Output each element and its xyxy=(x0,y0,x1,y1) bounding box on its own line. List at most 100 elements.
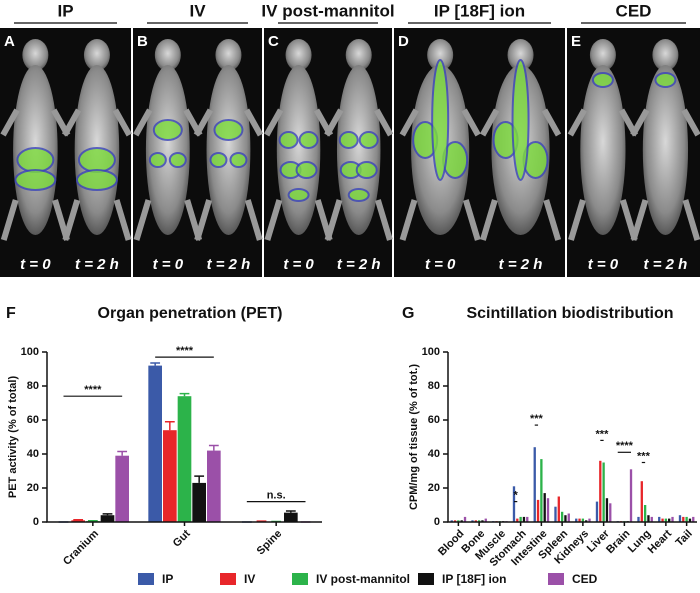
bar xyxy=(536,499,540,522)
panel-letter: E xyxy=(571,33,581,50)
error-bar xyxy=(164,420,175,431)
mouse-legs xyxy=(399,108,481,241)
y-tick-label: 20 xyxy=(27,482,39,494)
tracer-signal xyxy=(298,131,319,149)
significance-label: **** xyxy=(616,440,634,452)
bar xyxy=(682,516,685,522)
x-tick-label: Blood xyxy=(436,528,467,559)
bar xyxy=(605,498,609,522)
bar xyxy=(564,515,567,522)
bar xyxy=(609,503,612,522)
panel-header: CED xyxy=(616,1,652,20)
tracer-signal xyxy=(152,119,183,141)
bar xyxy=(546,498,550,522)
bar xyxy=(602,462,605,522)
time-label: t = 2 h xyxy=(644,256,688,273)
bar xyxy=(664,518,668,522)
y-tick-label: 60 xyxy=(27,414,39,426)
bar xyxy=(163,430,177,522)
tracer-signal xyxy=(591,72,614,88)
mouse-head xyxy=(652,39,679,71)
legend-label: IP [18F] ion xyxy=(442,572,506,586)
bar xyxy=(578,518,581,522)
panel-letter: C xyxy=(268,33,279,50)
significance-label: * xyxy=(514,490,519,502)
bar xyxy=(688,518,692,522)
bar xyxy=(661,518,664,522)
tracer-signal xyxy=(16,147,55,173)
bar xyxy=(463,516,467,522)
tracer-signal xyxy=(14,169,57,191)
error-bar xyxy=(150,362,161,366)
mouse-head xyxy=(285,39,312,71)
bar xyxy=(207,450,221,522)
mouse-head xyxy=(507,39,534,71)
significance-label: **** xyxy=(176,345,194,357)
chart-title: Organ penetration (PET) xyxy=(98,305,283,322)
significance-label: n.s. xyxy=(267,490,286,502)
tracer-signal xyxy=(511,59,530,181)
tracer-signal xyxy=(287,188,310,202)
bar xyxy=(526,516,529,522)
bar xyxy=(115,455,129,522)
panel-header: IV post-mannitol xyxy=(261,1,394,20)
tracer-signal xyxy=(358,131,379,149)
bar xyxy=(658,516,661,522)
tracer-signal xyxy=(168,152,187,168)
bar xyxy=(581,518,585,522)
bar xyxy=(471,520,474,522)
bar xyxy=(177,396,192,522)
bar xyxy=(671,516,674,522)
mouse-legs xyxy=(61,108,132,241)
bar xyxy=(588,518,591,522)
y-tick-label: 0 xyxy=(434,516,440,528)
error-bar xyxy=(208,444,219,451)
tracer-signal xyxy=(209,152,228,168)
bar xyxy=(100,515,115,522)
tracer-signal xyxy=(229,152,248,168)
bar xyxy=(599,460,602,522)
bar xyxy=(519,516,522,522)
y-axis-label: CPM/mg of tissue (% of tot.) xyxy=(408,364,420,510)
mouse-head xyxy=(427,39,454,71)
time-label: t = 0 xyxy=(153,256,184,273)
tracer-signal xyxy=(431,59,450,181)
x-tick-label: Brain xyxy=(604,527,633,556)
legend-swatch xyxy=(292,573,308,585)
bar xyxy=(647,515,650,522)
bar xyxy=(692,516,695,522)
bar xyxy=(595,501,599,522)
time-label: t = 2 h xyxy=(207,256,251,273)
bar xyxy=(685,516,688,522)
mouse-body xyxy=(580,65,626,235)
bar xyxy=(516,518,519,522)
bar xyxy=(554,506,557,522)
panel-header: IP xyxy=(57,1,73,20)
y-tick-label: 0 xyxy=(33,516,39,528)
mouse-head xyxy=(83,39,110,71)
tracer-signal xyxy=(338,131,359,149)
mouse-legs xyxy=(324,108,394,241)
bar xyxy=(575,518,578,522)
panel-letter: G xyxy=(402,305,414,322)
legend-label: IP xyxy=(162,572,173,586)
mouse-legs xyxy=(133,108,203,241)
bar xyxy=(585,520,588,522)
tracer-signal xyxy=(278,131,299,149)
mouse-legs xyxy=(567,108,639,241)
x-tick-label: Cranium xyxy=(61,528,101,568)
bar xyxy=(484,518,487,522)
time-label: t = 0 xyxy=(588,256,619,273)
mouse-legs xyxy=(0,108,71,241)
mouse-head xyxy=(154,39,181,71)
bar xyxy=(284,512,298,522)
y-tick-label: 100 xyxy=(21,346,39,358)
mouse-head xyxy=(345,39,372,71)
legend-swatch xyxy=(220,573,236,585)
y-tick-label: 20 xyxy=(428,482,440,494)
bar xyxy=(71,520,85,522)
panel-header: IV xyxy=(189,1,206,20)
x-tick-label: Tail xyxy=(673,528,694,549)
bar xyxy=(637,516,640,522)
error-bar xyxy=(102,513,113,516)
